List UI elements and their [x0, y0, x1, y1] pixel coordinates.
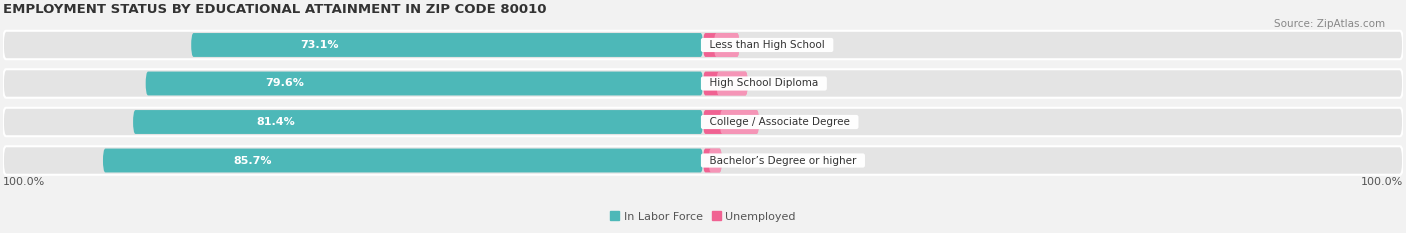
FancyBboxPatch shape [3, 146, 1403, 175]
FancyBboxPatch shape [191, 33, 703, 57]
FancyBboxPatch shape [709, 149, 721, 172]
FancyBboxPatch shape [717, 72, 748, 96]
Text: 79.6%: 79.6% [266, 79, 305, 89]
FancyBboxPatch shape [146, 72, 703, 96]
Text: Bachelor’s Degree or higher: Bachelor’s Degree or higher [703, 155, 863, 165]
Text: Less than High School: Less than High School [703, 40, 831, 50]
Text: 81.4%: 81.4% [256, 117, 295, 127]
FancyBboxPatch shape [703, 149, 721, 172]
Text: 5.2%: 5.2% [749, 40, 779, 50]
Text: EMPLOYMENT STATUS BY EDUCATIONAL ATTAINMENT IN ZIP CODE 80010: EMPLOYMENT STATUS BY EDUCATIONAL ATTAINM… [3, 3, 547, 16]
FancyBboxPatch shape [3, 31, 1403, 59]
Text: High School Diploma: High School Diploma [703, 79, 825, 89]
Text: 100.0%: 100.0% [3, 177, 45, 187]
FancyBboxPatch shape [703, 110, 759, 134]
Text: College / Associate Degree: College / Associate Degree [703, 117, 856, 127]
Text: 73.1%: 73.1% [299, 40, 339, 50]
FancyBboxPatch shape [134, 110, 703, 134]
Text: 6.4%: 6.4% [758, 79, 787, 89]
Text: 85.7%: 85.7% [233, 155, 273, 165]
Text: 100.0%: 100.0% [1361, 177, 1403, 187]
FancyBboxPatch shape [103, 149, 703, 172]
FancyBboxPatch shape [703, 33, 740, 57]
Legend: In Labor Force, Unemployed: In Labor Force, Unemployed [606, 207, 800, 226]
Text: 2.7%: 2.7% [733, 155, 761, 165]
FancyBboxPatch shape [3, 108, 1403, 136]
FancyBboxPatch shape [703, 72, 748, 96]
FancyBboxPatch shape [720, 110, 759, 134]
FancyBboxPatch shape [714, 33, 740, 57]
FancyBboxPatch shape [3, 69, 1403, 98]
Text: 8.0%: 8.0% [769, 117, 797, 127]
Text: Source: ZipAtlas.com: Source: ZipAtlas.com [1274, 19, 1385, 29]
